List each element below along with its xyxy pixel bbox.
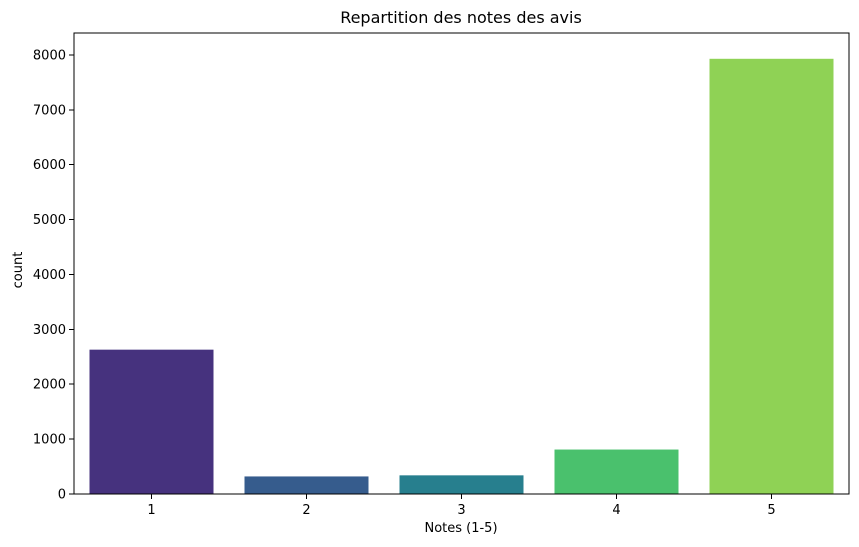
bar-4 bbox=[554, 449, 679, 494]
y-tick-label: 1000 bbox=[33, 433, 66, 448]
y-tick-label: 5000 bbox=[33, 213, 66, 228]
x-tick-label: 1 bbox=[147, 503, 155, 518]
bars-layer bbox=[89, 58, 834, 495]
bar-3 bbox=[399, 475, 524, 494]
bar-1 bbox=[89, 349, 214, 494]
y-tick-label: 3000 bbox=[33, 323, 66, 338]
x-tick-label: 3 bbox=[457, 503, 465, 518]
x-axis-ticks: 1 2 3 4 5 bbox=[147, 494, 776, 518]
x-axis-label: Notes (1-5) bbox=[424, 521, 497, 536]
bar-2 bbox=[244, 476, 369, 494]
x-tick-label: 2 bbox=[302, 503, 310, 518]
y-tick-label: 0 bbox=[58, 488, 66, 503]
y-axis-ticks: 0 1000 2000 3000 4000 5000 6000 7000 8000 bbox=[33, 48, 74, 503]
y-tick-label: 8000 bbox=[33, 48, 66, 63]
y-tick-label: 2000 bbox=[33, 378, 66, 393]
y-tick-label: 7000 bbox=[33, 103, 66, 118]
bar-5 bbox=[709, 58, 834, 495]
x-tick-label: 5 bbox=[767, 503, 775, 518]
y-tick-label: 4000 bbox=[33, 268, 66, 283]
y-tick-label: 6000 bbox=[33, 158, 66, 173]
chart-title: Repartition des notes des avis bbox=[340, 8, 582, 27]
plot-frame bbox=[73, 32, 850, 495]
y-axis-label: count bbox=[11, 252, 26, 289]
x-tick-label: 4 bbox=[612, 503, 620, 518]
